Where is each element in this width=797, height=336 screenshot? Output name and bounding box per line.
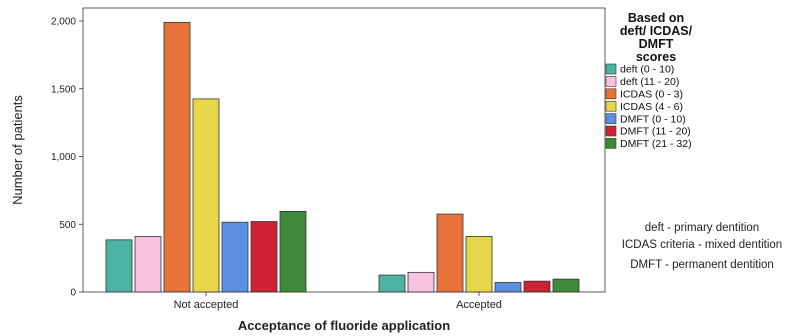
bar — [436, 213, 464, 293]
y-tick-label: 1,500 — [51, 84, 76, 95]
bar — [163, 21, 191, 293]
legend-label: DMFT (21 - 32) — [620, 138, 692, 150]
legend-label: ICDAS (4 - 6) — [620, 101, 683, 113]
legend-title-line: scores — [636, 50, 676, 64]
y-axis: 0 500 1,000 1,500 2,000 Number of patients — [10, 17, 83, 299]
bar — [105, 239, 133, 293]
plot-frame — [82, 7, 606, 293]
bar — [250, 221, 278, 293]
x-category-label: Not accepted — [174, 299, 239, 311]
bar — [221, 221, 249, 293]
legend-title-line: deft/ ICDAS/ — [620, 24, 693, 38]
legend-swatch — [605, 88, 617, 100]
plot-area — [82, 7, 606, 293]
legend-swatch — [605, 125, 617, 137]
legend-title-line: Based on — [628, 11, 684, 25]
bar — [407, 271, 435, 293]
x-axis: Not accepted Accepted Acceptance of fluori… — [174, 292, 502, 333]
y-tick-label: 1,000 — [51, 152, 76, 163]
legend-label: DMFT (0 - 10) — [620, 113, 686, 125]
bar — [523, 280, 551, 293]
bar — [465, 236, 493, 293]
bar — [552, 278, 580, 293]
legend-swatch — [605, 100, 617, 112]
legend-label: DMFT (11 - 20) — [620, 126, 691, 138]
x-axis-title: Acceptance of fluoride application — [238, 318, 450, 333]
legend-swatch — [605, 138, 617, 149]
legend-label: ICDAS (0 - 3) — [620, 89, 683, 101]
bar — [378, 274, 406, 293]
legend-swatch — [605, 63, 617, 75]
bar — [192, 98, 220, 293]
legend-swatch — [605, 76, 617, 87]
y-tick-label: 0 — [70, 288, 76, 299]
bar — [494, 282, 522, 293]
dentition-note: ICDAS criteria - mixed dentition — [622, 239, 782, 251]
dentition-notes: deft - primary dentition ICDAS criteria -… — [622, 222, 782, 271]
dentition-note: DMFT - permanent dentition — [630, 259, 774, 271]
y-axis-title: Number of patients — [10, 95, 25, 205]
bar — [134, 236, 162, 293]
legend-title-line: DMFT — [639, 37, 674, 51]
legend-swatch — [605, 113, 617, 124]
x-category-label: Accepted — [456, 299, 502, 311]
y-tick-label: 2,000 — [51, 17, 76, 28]
y-tick-label: 500 — [59, 220, 76, 231]
legend-label: deft (11 - 20) — [620, 76, 679, 88]
bar — [279, 210, 307, 293]
legend-label: deft (0 - 10) — [620, 64, 674, 76]
dentition-note: deft - primary dentition — [645, 222, 759, 234]
